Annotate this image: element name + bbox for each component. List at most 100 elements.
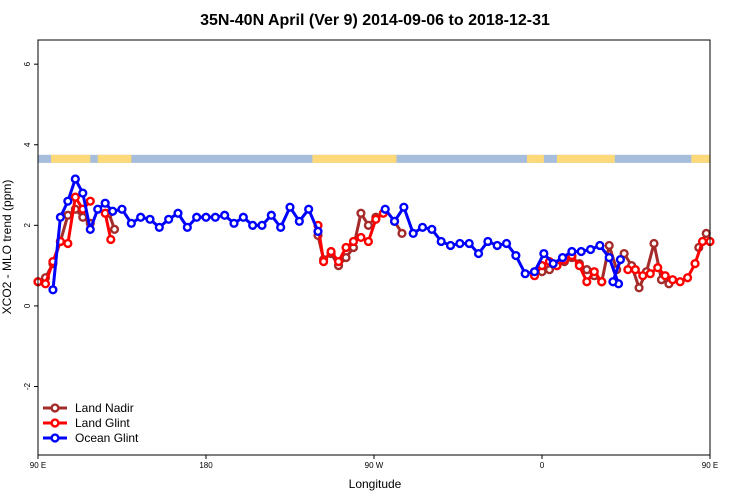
data-point (492, 240, 502, 251)
data-point (645, 269, 655, 279)
plot-frame (37, 39, 711, 456)
data-point (653, 263, 663, 273)
data-point (78, 188, 88, 198)
data-point (582, 265, 592, 275)
x-tick-label: 180 (199, 461, 213, 470)
data-point (589, 267, 599, 277)
data-point (348, 236, 359, 247)
land-segment (556, 154, 615, 163)
data-point (455, 238, 465, 249)
data-point (595, 240, 605, 251)
data-point (100, 208, 110, 218)
data-point (668, 275, 678, 285)
data-point (106, 234, 116, 245)
data-point (557, 252, 568, 263)
data-point (173, 208, 183, 218)
data-point (229, 218, 239, 228)
data-point (356, 232, 366, 243)
data-point (582, 277, 592, 287)
data-point (615, 254, 626, 265)
series-land-glint (33, 192, 715, 289)
data-point (690, 259, 700, 269)
data-point (397, 228, 407, 238)
x-tick-label: 90 E (702, 461, 718, 470)
data-point (574, 261, 584, 271)
data-point (630, 265, 640, 275)
data-point (126, 218, 136, 228)
data-point (85, 224, 95, 234)
data-point (326, 246, 336, 257)
legend-marker (50, 418, 60, 428)
data-point (408, 228, 418, 238)
y-tick-label: 2 (23, 223, 32, 228)
data-point (304, 204, 314, 214)
y-tick-label: 4 (23, 142, 32, 147)
data-point (389, 216, 400, 226)
data-point (548, 259, 558, 269)
data-point (145, 214, 155, 224)
data-point (483, 236, 493, 247)
land-segment (312, 154, 397, 163)
data-point (597, 277, 607, 287)
land-ocean-band (38, 154, 710, 163)
data-point (675, 277, 685, 287)
data-point (55, 212, 66, 222)
data-point (313, 226, 323, 236)
data-point (604, 252, 614, 263)
series-line (316, 212, 385, 266)
data-point (585, 244, 596, 255)
data-point (417, 222, 428, 232)
data-point (623, 265, 633, 275)
data-point (436, 236, 446, 247)
data-point (63, 238, 73, 249)
data-point (70, 174, 80, 184)
land-segment (97, 154, 132, 163)
legend-label: Ocean Glint (75, 431, 139, 445)
data-point (399, 202, 409, 212)
data-point (464, 238, 474, 249)
axes: 90 E 180 90 W 0 90 E -2 0 2 4 6 (23, 61, 718, 470)
data-point (529, 267, 540, 277)
data-point (117, 204, 127, 214)
data-point (100, 198, 110, 208)
data-point (238, 212, 248, 222)
data-point (63, 196, 73, 206)
x-tick-label: 0 (540, 461, 545, 470)
data-point (201, 212, 211, 222)
data-point (682, 273, 693, 283)
data-point (164, 214, 174, 224)
land-segment (51, 154, 91, 163)
legend-label: Land Nadir (75, 401, 134, 415)
data-point (40, 279, 51, 289)
data-point (520, 269, 530, 279)
series-ocean-glint (48, 174, 626, 295)
data-point (78, 212, 88, 222)
data-point (608, 277, 618, 287)
y-tick-label: -2 (23, 382, 32, 390)
x-axis-label: Longitude (349, 477, 402, 491)
data-point (604, 240, 614, 251)
data-point (266, 210, 276, 220)
data-point (136, 212, 146, 222)
data-point (363, 236, 374, 247)
data-point (701, 228, 711, 238)
data-point (154, 222, 164, 232)
data-point (109, 224, 120, 234)
data-point (248, 220, 258, 230)
land-segment (527, 154, 544, 163)
data-point (649, 238, 659, 249)
data-point (210, 212, 220, 222)
y-tick-label: 0 (23, 303, 32, 308)
data-point (85, 196, 95, 206)
x-tick-label: 90 E (30, 461, 46, 470)
x-tick-label: 90 W (365, 461, 384, 470)
data-point (108, 206, 118, 216)
legend-label: Land Glint (75, 416, 130, 430)
data-point (634, 283, 644, 293)
data-point (220, 210, 230, 220)
data-point (638, 271, 648, 281)
data-point (371, 214, 381, 224)
data-point (276, 222, 286, 232)
data-point (445, 240, 456, 251)
